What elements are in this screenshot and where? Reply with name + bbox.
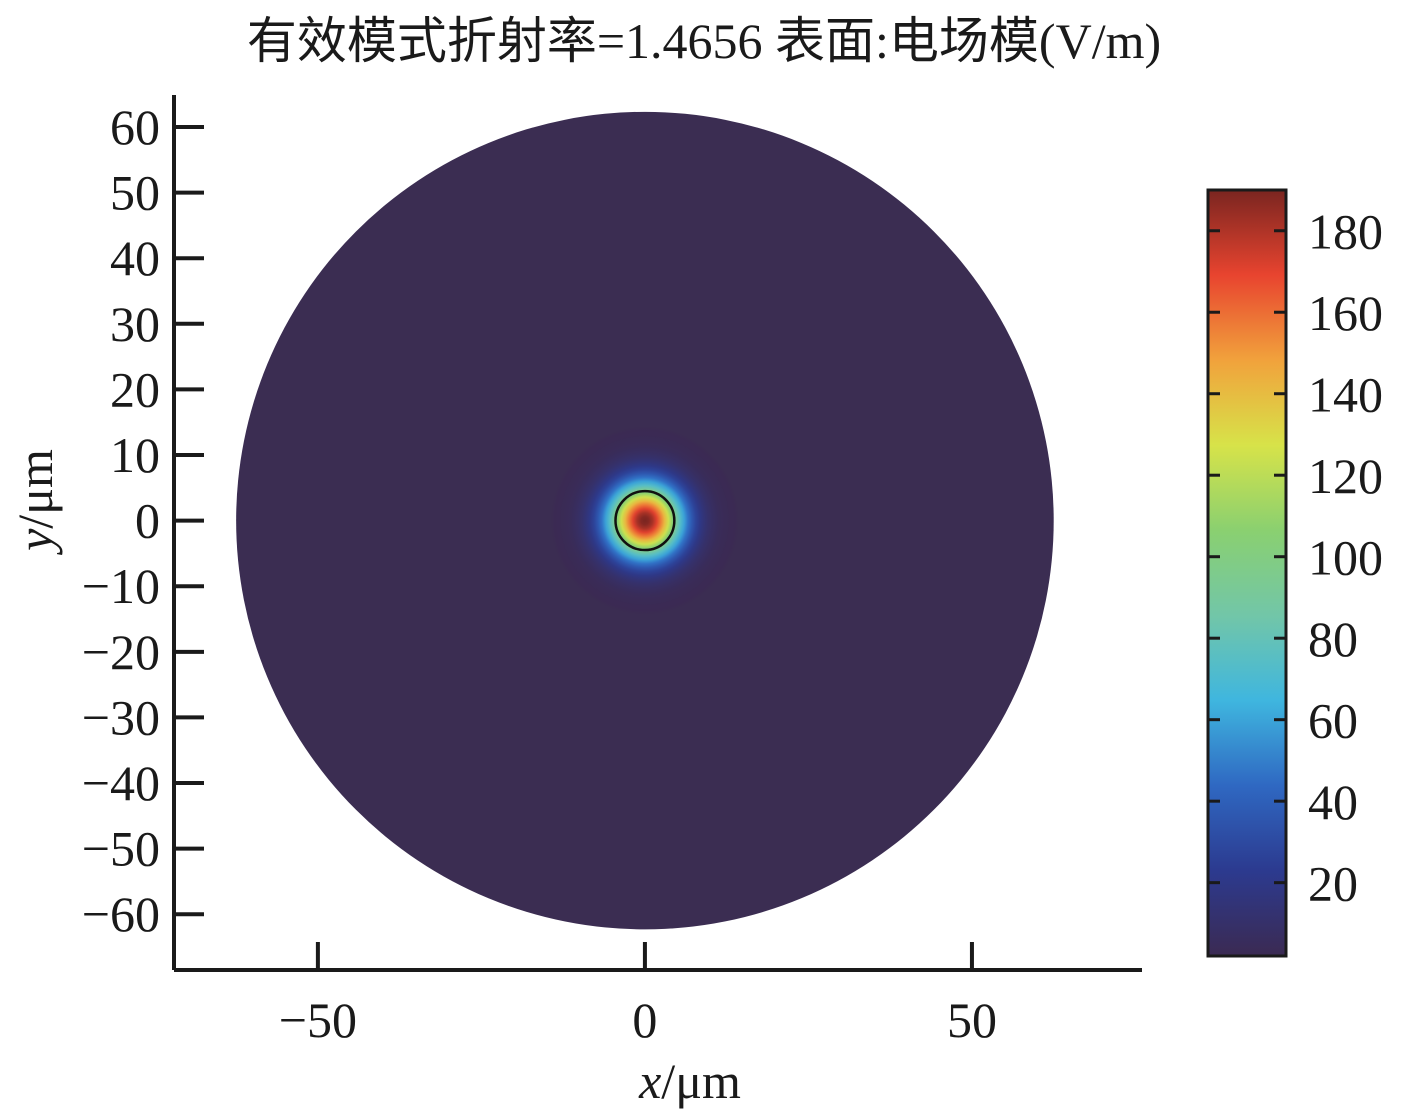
x-axis-label-unit: /μm <box>661 1053 741 1109</box>
colorbar-ticks: 20 40 60 80 100 120 140 160 180 <box>1208 204 1383 912</box>
colorbar-tick-label: 80 <box>1308 611 1358 667</box>
x-tick-label: 50 <box>947 992 997 1048</box>
y-axis-ticks: 60 50 40 30 20 10 0 −10 −20 −30 −40 −50 −60 <box>82 99 204 942</box>
colorbar-tick-label: 120 <box>1308 448 1383 504</box>
field-intensity-spot <box>550 426 740 615</box>
y-tick-label: 20 <box>110 361 160 417</box>
colorbar-scale <box>1206 188 1288 958</box>
y-axis-label-unit: /μm <box>7 449 63 529</box>
x-axis-label: x/μm <box>638 1053 741 1109</box>
y-tick-label: −50 <box>82 821 160 877</box>
colorbar-tick-label: 100 <box>1308 530 1383 586</box>
x-tick-label: −50 <box>279 992 357 1048</box>
y-tick-label: 30 <box>110 296 160 352</box>
y-axis-label-var: y <box>7 528 63 556</box>
y-tick-label: 60 <box>110 99 160 155</box>
y-tick-label: −60 <box>82 886 160 942</box>
chart-title: 有效模式折射率=1.4656 表面:电场模(V/m) <box>247 13 1161 69</box>
colorbar-tick-label: 140 <box>1308 367 1383 423</box>
y-axis-label: y/μm <box>7 449 63 556</box>
axes: 60 50 40 30 20 10 0 −10 −20 −30 −40 −50 −60 −50 0 50 <box>82 95 1142 1048</box>
colorbar-tick-label: 60 <box>1308 693 1358 749</box>
y-tick-label: −40 <box>82 755 160 811</box>
x-axis-label-var: x <box>638 1053 661 1109</box>
y-tick-label: 0 <box>135 493 160 549</box>
y-tick-label: 50 <box>110 165 160 221</box>
y-tick-label: 10 <box>110 427 160 483</box>
colorbar-tick-label: 180 <box>1308 204 1383 260</box>
plot-area <box>236 111 1054 930</box>
colorbar: 20 40 60 80 100 120 140 160 180 <box>1206 188 1383 958</box>
y-tick-label: −30 <box>82 689 160 745</box>
fiber-core-boundary <box>614 489 676 552</box>
colorbar-tick-label: 40 <box>1308 774 1358 830</box>
colorbar-tick-label: 160 <box>1308 285 1383 341</box>
colorbar-tick-label: 20 <box>1308 856 1358 912</box>
x-tick-label: 0 <box>632 992 657 1048</box>
x-axis-ticks: −50 0 50 <box>279 942 997 1048</box>
y-tick-label: 40 <box>110 230 160 286</box>
y-tick-label: −10 <box>82 558 160 614</box>
y-tick-label: −20 <box>82 624 160 680</box>
